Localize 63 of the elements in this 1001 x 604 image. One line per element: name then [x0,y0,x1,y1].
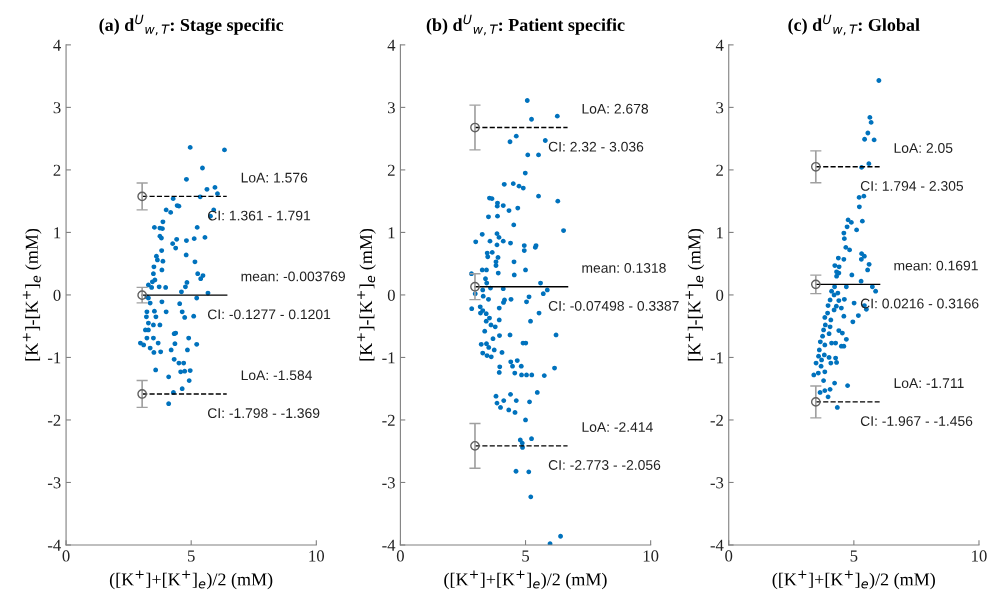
x-tick-label: 5 [850,550,858,562]
x-tick-label: 10 [972,550,987,562]
y-axis-title: [K$^{+}$]-[K$^{+}$]$_{e}$ (mM) [22,228,42,361]
annotation: LoA: -1.711 [894,378,964,389]
y-tick-label: -2 [710,414,723,426]
x-tick-label: 0 [725,550,733,562]
x-tick-label: 5 [187,550,195,562]
annotation: CI: -0.1277 - 0.1201 [207,309,331,320]
y-tick-label: 3 [716,102,724,114]
y-tick-label: 1 [388,227,395,239]
y-tick-label: 4 [53,39,61,51]
chart-title: (b) d$^{U}$$_{w,T}$: Patient specific [426,14,625,36]
y-tick-label: 1 [717,227,723,239]
y-tick-label: -1 [47,352,61,364]
chart-title: (c) d$^{U}$$_{w,T}$: Global [788,14,920,36]
y-tick-label: -4 [47,539,61,551]
y-tick-label: 4 [387,39,396,51]
y-tick-label: -3 [47,477,61,489]
x-axis-title: ([K$^{+}$]+[K$^{+}$]$_{e}$)/2 (mM) [109,570,273,590]
y-tick-label: 0 [53,289,61,301]
annotation: CI: 0.0216 - 0.3166 [860,298,979,309]
annotation: CI: -2.773 - -2.056 [548,460,661,470]
annotation: mean: 0.1691 [894,260,978,271]
y-tick-label: 3 [53,102,61,114]
y-tick-label: -1 [710,352,723,364]
y-tick-label: -4 [382,539,396,551]
y-tick-label: 0 [387,289,395,301]
x-axis-title: ([K$^{+}$]+[K$^{+}$]$_{e}$)/2 (mM) [444,570,607,590]
x-tick-label: 0 [62,550,70,562]
y-tick-label: 2 [387,164,395,176]
x-tick-label: 10 [643,550,659,562]
annotation: CI: 1.794 - 2.305 [860,181,964,191]
x-tick-label: 5 [522,550,530,562]
annotation: LoA: -1.584 [241,370,313,381]
y-tick-label: -4 [710,539,724,551]
annotation: CI: -0.07498 - 0.3387 [548,300,679,311]
y-tick-label: -3 [710,477,724,489]
annotation: LoA: 2.05 [894,143,953,153]
annotation: LoA: 1.576 [241,172,308,183]
annotation: mean: 0.1318 [582,263,666,273]
annotation: CI: -1.798 - -1.369 [207,408,320,419]
y-tick-label: 4 [715,39,724,51]
y-tick-label: -2 [47,414,61,426]
y-tick-label: 0 [716,289,724,301]
y-tick-label: -3 [382,477,395,489]
annotation: mean: -0.003769 [241,271,345,282]
x-tick-label: 0 [396,550,404,562]
y-axis-title: [K$^{+}$]-[K$^{+}$]$_{e}$ (mM) [357,228,376,361]
annotation: CI: 1.361 - 1.791 [207,210,311,221]
x-tick-label: 10 [309,550,325,562]
y-tick-label: -1 [382,352,395,364]
annotation: LoA: -2.414 [582,422,653,432]
annotation: CI: -1.967 - -1.456 [860,416,973,426]
y-tick-label: -2 [382,414,395,426]
y-tick-label: 1 [54,227,61,239]
y-axis-title: [K$^{+}$]-[K$^{+}$]$_{e}$ (mM) [685,228,705,361]
y-tick-label: 2 [716,164,723,176]
chart-title: (a) d$^{U}$$_{w,T}$: Stage specific [99,14,284,36]
annotation: LoA: 2.678 [582,103,649,114]
x-axis-title: ([K$^{+}$]+[K$^{+}$]$_{e}$)/2 (mM) [772,570,935,590]
y-tick-label: 3 [388,102,395,114]
annotation: CI: 2.32 - 3.036 [548,141,644,152]
y-tick-label: 2 [53,164,61,176]
